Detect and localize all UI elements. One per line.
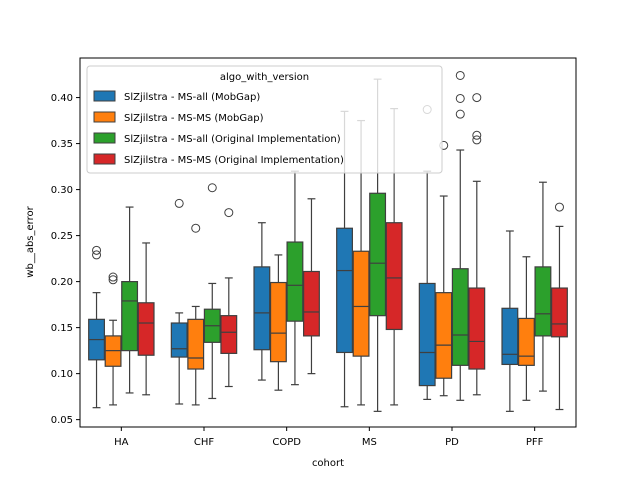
box-iqr: [286, 241, 304, 322]
outlier-point: [455, 93, 465, 103]
outlier-point: [108, 275, 118, 285]
x-tick-label: PFF: [526, 437, 544, 448]
plot-frame: [79, 57, 577, 428]
box-iqr: [501, 307, 519, 366]
outlier-point: [92, 250, 102, 260]
outlier-point: [174, 198, 184, 208]
legend-entry-label: SlZjilstra - MS-MS (MobGap): [124, 113, 264, 124]
box-iqr: [336, 227, 353, 354]
box-PFF-series-2: [534, 181, 552, 392]
box-PFF-series-1: [517, 256, 535, 401]
box-COPD-series-3: [303, 198, 320, 375]
x-tick-label: PD: [445, 437, 459, 448]
legend-swatch: [93, 90, 116, 102]
outlier-point: [108, 272, 118, 282]
legend-entry-label: SlZjilstra - MS-all (Original Implementa…: [124, 134, 341, 145]
box-HA-series-3: [137, 242, 155, 396]
box-iqr: [451, 268, 469, 366]
box-iqr: [468, 287, 486, 370]
box-iqr: [121, 281, 139, 352]
outlier-point: [455, 70, 465, 80]
legend-swatch: [93, 153, 116, 165]
box-PFF-series-0: [501, 230, 519, 412]
box-iqr: [352, 250, 370, 357]
outlier-point: [224, 208, 234, 218]
box-iqr: [220, 315, 238, 354]
box-iqr: [303, 270, 320, 337]
box-CHF-series-2: [203, 183, 221, 400]
box-HA-series-2: [121, 206, 139, 394]
y-tick-label: 0.10: [51, 369, 73, 380]
x-tick-label: MS: [362, 437, 377, 448]
y-tick-label: 0.25: [51, 231, 73, 242]
axes-layer: 0.05 0.10 0.15 0.20 0.25 0.30 0.35 0.40 HA CHF COP…: [51, 57, 577, 448]
outlier-point: [554, 202, 564, 212]
outlier-point: [92, 245, 102, 255]
box-iqr: [187, 318, 205, 370]
box-PD-series-3: [468, 93, 486, 396]
box-iqr: [517, 317, 535, 366]
y-tick-label: 0.05: [51, 415, 73, 426]
box-HA-series-1: [104, 272, 122, 406]
y-tick-label: 0.30: [51, 185, 73, 196]
box-iqr: [137, 302, 155, 356]
legend-entry-label: SlZjilstra - MS-MS (Original Implementat…: [124, 155, 344, 166]
box-iqr: [435, 292, 453, 379]
box-CHF-series-3: [220, 208, 238, 388]
box-HA-series-0: [88, 245, 105, 409]
box-iqr: [385, 222, 403, 331]
y-tick-label: 0.20: [51, 277, 73, 288]
legend-entry-label: SlZjilstra - MS-all (MobGap): [124, 92, 260, 103]
box-iqr: [369, 192, 387, 317]
outlier-point: [207, 183, 217, 193]
box-iqr: [551, 287, 568, 338]
box-PD-series-2: [451, 70, 469, 401]
y-axis-label: wb__abs_error: [25, 205, 36, 277]
box-PFF-series-3: [551, 202, 568, 411]
box-iqr: [170, 322, 188, 358]
box-COPD-series-0: [253, 222, 271, 381]
y-tick-label: 0.15: [51, 323, 73, 334]
box-iqr: [269, 281, 287, 363]
y-tick-label: 0.35: [51, 139, 73, 150]
box-CHF-series-1: [187, 223, 205, 406]
box-iqr: [418, 282, 436, 387]
x-tick-label: HA: [114, 437, 129, 448]
boxes-layer: [88, 70, 568, 412]
legend: algo_with_version SlZjilstra - MS-all (Mo…: [86, 65, 443, 174]
x-tick-label: COPD: [272, 437, 301, 448]
box-CHF-series-0: [170, 198, 188, 405]
x-tick-label: CHF: [194, 437, 215, 448]
outlier-point: [191, 223, 201, 233]
box-PD-series-1: [435, 140, 453, 397]
legend-box: [86, 65, 443, 174]
outlier-point: [472, 135, 482, 145]
outlier-point: [472, 130, 482, 140]
x-axis-label: cohort: [312, 458, 344, 469]
legend-title: algo_with_version: [220, 72, 309, 83]
box-iqr: [534, 266, 552, 337]
outlier-point: [472, 93, 482, 103]
legend-swatch: [93, 132, 116, 144]
box-iqr: [253, 266, 271, 351]
box-COPD-series-2: [286, 170, 304, 386]
outlier-point: [455, 109, 465, 119]
box-COPD-series-1: [269, 254, 287, 391]
legend-swatch: [93, 111, 116, 123]
y-tick-label: 0.40: [51, 93, 73, 104]
